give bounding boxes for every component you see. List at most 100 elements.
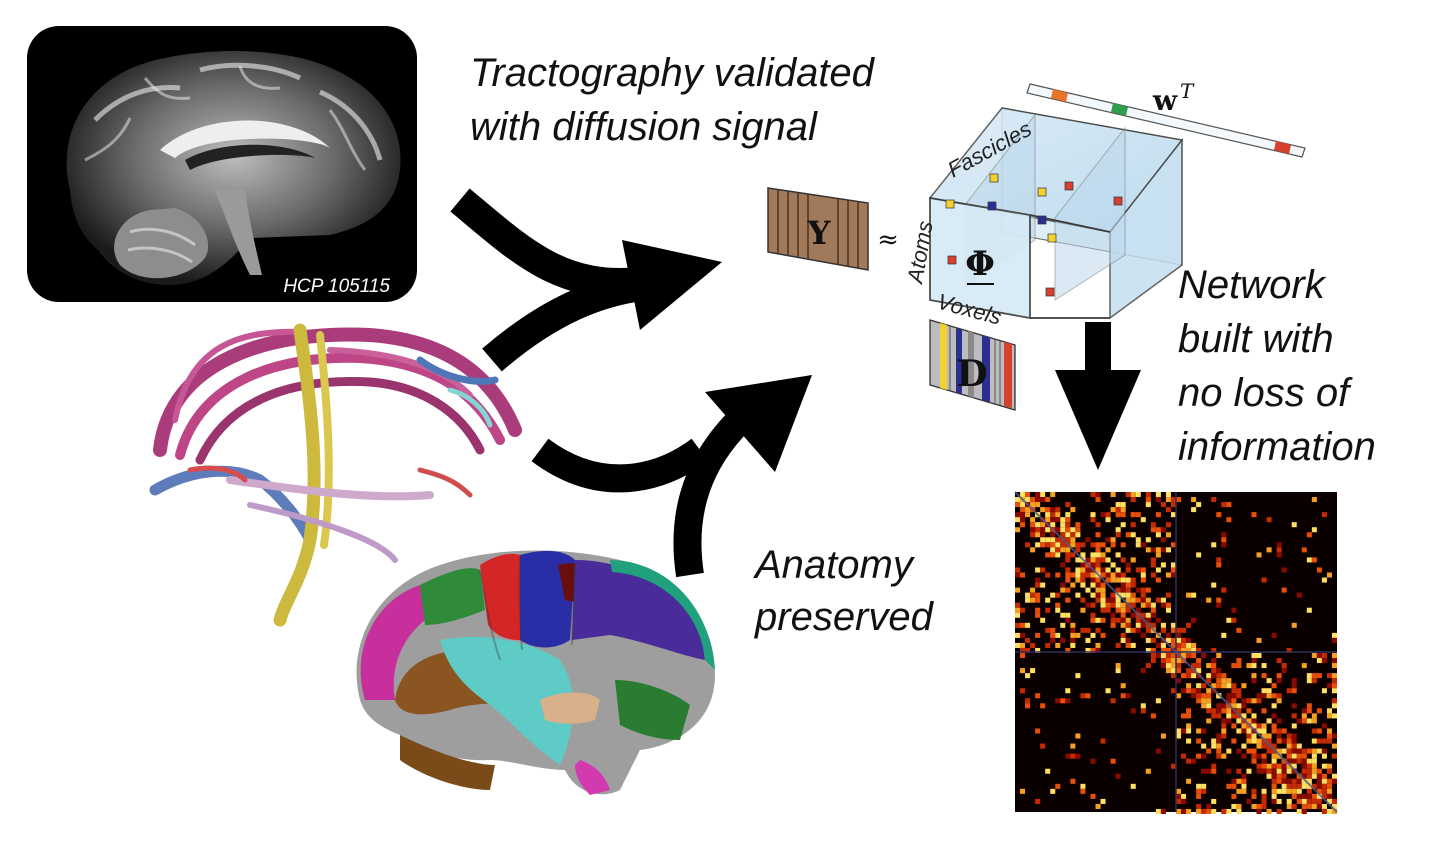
matrix-cell (1030, 547, 1036, 553)
matrix-cell (1321, 688, 1327, 694)
matrix-cell (1065, 753, 1071, 759)
matrix-cell (1281, 758, 1287, 764)
matrix-cell (1331, 703, 1337, 709)
matrix-cell (1020, 668, 1026, 674)
matrix-cell (1045, 642, 1051, 648)
matrix-cell (1155, 748, 1161, 754)
matrix-cell (1181, 642, 1187, 648)
matrix-cell (1065, 532, 1071, 538)
matrix-cell (1150, 572, 1156, 578)
matrix-cell (1301, 547, 1307, 553)
matrix-cell (1085, 557, 1091, 563)
matrix-cell (1090, 632, 1096, 638)
matrix-cell (1236, 693, 1242, 699)
matrix-cell (1186, 637, 1192, 643)
matrix-cell (1311, 738, 1317, 744)
matrix-cell (1271, 753, 1277, 759)
anatomy-caption-line1: Anatomy (753, 543, 916, 587)
matrix-cell (1286, 758, 1292, 764)
matrix-cell (1256, 808, 1262, 814)
matrix-cell (1080, 693, 1086, 699)
matrix-cell (1261, 768, 1267, 774)
matrix-cell (1241, 728, 1247, 734)
matrix-cell (1060, 562, 1066, 568)
matrix-cell (1020, 688, 1026, 694)
matrix-cell (1145, 768, 1151, 774)
weight-symbol: w (1152, 84, 1178, 117)
matrix-cell (1090, 552, 1096, 558)
matrix-cell (1100, 617, 1106, 623)
matrix-cell (1065, 617, 1071, 623)
matrix-cell (1261, 673, 1267, 679)
matrix-cell (1020, 507, 1026, 513)
matrix-cell (1155, 552, 1161, 558)
matrix-cell (1316, 778, 1322, 784)
matrix-cell (1306, 703, 1312, 709)
matrix-cell (1135, 542, 1141, 548)
matrix-cell (1145, 647, 1151, 653)
matrix-cell (1311, 773, 1317, 779)
matrix-cell (1286, 748, 1292, 754)
matrix-cell (1226, 808, 1232, 814)
matrix-cell (1055, 642, 1061, 648)
matrix-cell (1256, 768, 1262, 774)
matrix-cell (1050, 522, 1056, 528)
matrix-cell (1095, 557, 1101, 563)
matrix-cell (1311, 718, 1317, 724)
matrix-cell (1306, 783, 1312, 789)
matrix-cell (1045, 537, 1051, 543)
matrix-cell (1070, 743, 1076, 749)
matrix-cell (1196, 783, 1202, 789)
matrix-cell (1301, 748, 1307, 754)
matrix-cell (1281, 783, 1287, 789)
matrix-cell (1286, 688, 1292, 694)
matrix-cell (1120, 592, 1126, 598)
matrix-cell (1145, 547, 1151, 553)
matrix-cell (1271, 778, 1277, 784)
matrix-cell (1191, 617, 1197, 623)
matrix-cell (1140, 612, 1146, 618)
matrix-cell (1231, 698, 1237, 704)
matrix-cell (1271, 773, 1277, 779)
matrix-cell (1236, 808, 1242, 814)
matrix-cell (1321, 512, 1327, 518)
matrix-cell (1176, 788, 1182, 794)
matrix-cell (1050, 547, 1056, 553)
matrix-cell (1276, 778, 1282, 784)
mri-panel: HCP 105115 (27, 26, 417, 302)
matrix-cell (1030, 497, 1036, 503)
matrix-cell (1296, 783, 1302, 789)
matrix-cell (1080, 577, 1086, 583)
matrix-cell (1020, 607, 1026, 613)
matrix-cell (1060, 542, 1066, 548)
matrix-cell (1095, 627, 1101, 633)
matrix-cell (1160, 627, 1166, 633)
matrix-cell (1140, 592, 1146, 598)
matrix-cell (1165, 592, 1171, 598)
matrix-cell (1150, 637, 1156, 643)
matrix-cell (1140, 632, 1146, 638)
matrix-cell (1100, 798, 1106, 804)
matrix-cell (1025, 497, 1031, 503)
matrix-cell (1100, 552, 1106, 558)
matrix-cell (1150, 557, 1156, 563)
matrix-cell (1241, 683, 1247, 689)
matrix-cell (1296, 748, 1302, 754)
matrix-cell (1301, 758, 1307, 764)
matrix-cell (1266, 748, 1272, 754)
matrix-cell (1035, 492, 1041, 498)
tensor-phi: Φ (928, 107, 1184, 320)
matrix-cell (1331, 658, 1337, 664)
matrix-cell (1125, 607, 1131, 613)
matrix-cell (1216, 673, 1222, 679)
matrix-cell (1075, 522, 1081, 528)
matrix-cell (1115, 607, 1121, 613)
matrix-cell (1271, 703, 1277, 709)
matrix-cell (1075, 733, 1081, 739)
matrix-cell (1181, 808, 1187, 814)
tractography-fibers (149, 323, 522, 627)
matrix-cell (1276, 547, 1282, 553)
matrix-cell (1236, 748, 1242, 754)
matrix-cell (1286, 743, 1292, 749)
matrix-cell (1191, 693, 1197, 699)
